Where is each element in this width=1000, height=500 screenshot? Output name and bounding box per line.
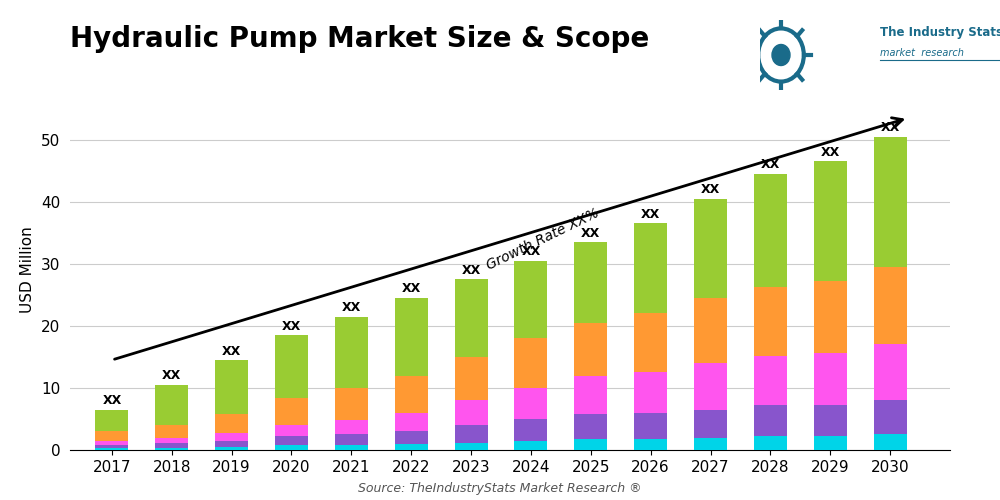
Bar: [754, 174, 787, 288]
Bar: [155, 448, 188, 450]
Bar: [395, 298, 428, 376]
Bar: [514, 419, 547, 440]
Text: Growth Rate XX%: Growth Rate XX%: [484, 206, 602, 272]
Text: XX: XX: [222, 344, 241, 358]
Bar: [335, 445, 368, 450]
Bar: [95, 432, 128, 440]
Bar: [754, 406, 787, 436]
Bar: [395, 432, 428, 444]
Bar: [754, 288, 787, 356]
Bar: [574, 414, 607, 439]
Bar: [155, 385, 188, 425]
Bar: [95, 440, 128, 445]
Bar: [455, 357, 488, 401]
Bar: [574, 242, 607, 323]
Bar: [814, 406, 847, 436]
Bar: [754, 436, 787, 450]
Bar: [455, 400, 488, 425]
Bar: [634, 413, 667, 439]
Text: XX: XX: [761, 158, 780, 172]
Bar: [95, 410, 128, 432]
Y-axis label: USD Million: USD Million: [20, 226, 35, 314]
Bar: [874, 344, 907, 401]
Text: XX: XX: [342, 301, 361, 314]
Bar: [634, 224, 667, 314]
Bar: [275, 398, 308, 424]
Bar: [814, 281, 847, 352]
Bar: [395, 413, 428, 432]
Text: The Industry Stats: The Industry Stats: [880, 26, 1000, 39]
Bar: [874, 267, 907, 344]
Bar: [155, 425, 188, 438]
Bar: [275, 445, 308, 450]
Text: XX: XX: [641, 208, 660, 221]
Bar: [95, 448, 128, 450]
Bar: [455, 280, 488, 357]
Bar: [694, 198, 727, 298]
Text: XX: XX: [162, 370, 181, 382]
Bar: [814, 352, 847, 406]
Bar: [215, 432, 248, 440]
Text: Hydraulic Pump Market Size & Scope: Hydraulic Pump Market Size & Scope: [70, 25, 649, 53]
Bar: [514, 388, 547, 419]
Bar: [634, 314, 667, 372]
Bar: [215, 447, 248, 450]
Text: XX: XX: [521, 245, 541, 258]
Bar: [574, 439, 607, 450]
Bar: [155, 438, 188, 443]
Text: XX: XX: [821, 146, 840, 159]
Bar: [275, 335, 308, 398]
Bar: [874, 434, 907, 450]
Bar: [694, 438, 727, 450]
Bar: [694, 298, 727, 363]
Bar: [95, 445, 128, 448]
Bar: [574, 323, 607, 376]
Bar: [634, 439, 667, 450]
Text: Source: TheIndustryStats Market Research ®: Source: TheIndustryStats Market Research…: [358, 482, 642, 495]
Bar: [335, 434, 368, 445]
Circle shape: [772, 44, 790, 66]
Bar: [694, 410, 727, 438]
Bar: [395, 444, 428, 450]
Bar: [215, 440, 248, 447]
Bar: [455, 425, 488, 442]
Text: market  research: market research: [880, 48, 964, 58]
Bar: [455, 442, 488, 450]
Bar: [574, 376, 607, 414]
Bar: [874, 136, 907, 267]
Bar: [814, 436, 847, 450]
Bar: [634, 372, 667, 413]
Bar: [514, 440, 547, 450]
Bar: [814, 162, 847, 281]
Text: XX: XX: [701, 183, 720, 196]
Text: XX: XX: [581, 226, 600, 239]
Bar: [155, 443, 188, 448]
Bar: [395, 376, 428, 413]
Text: XX: XX: [881, 121, 900, 134]
Bar: [874, 400, 907, 434]
Text: XX: XX: [402, 282, 421, 296]
Bar: [275, 436, 308, 445]
Bar: [335, 388, 368, 420]
Bar: [694, 363, 727, 410]
Text: XX: XX: [282, 320, 301, 332]
Bar: [754, 356, 787, 406]
Bar: [335, 316, 368, 388]
Bar: [215, 360, 248, 414]
Bar: [215, 414, 248, 432]
Bar: [514, 260, 547, 338]
Bar: [514, 338, 547, 388]
Bar: [275, 424, 308, 436]
Bar: [335, 420, 368, 434]
Text: XX: XX: [102, 394, 122, 407]
Text: XX: XX: [461, 264, 481, 277]
